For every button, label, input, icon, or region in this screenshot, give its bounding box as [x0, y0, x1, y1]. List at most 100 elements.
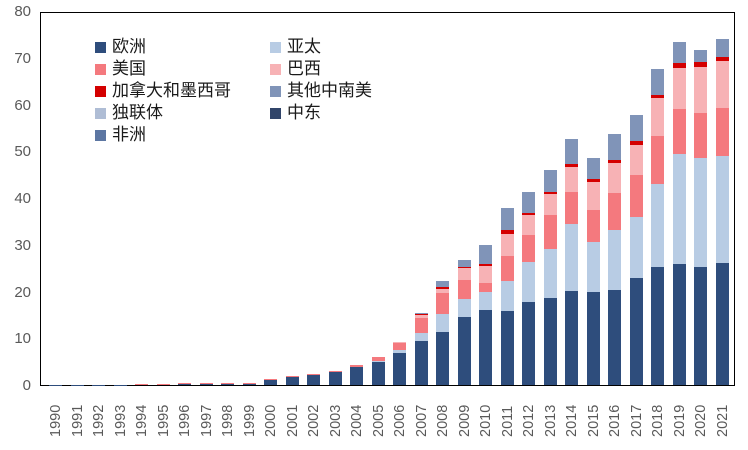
legend-item-其他中南美: 其他中南美 [270, 80, 372, 102]
x-axis-tick-label: 2013 [542, 404, 559, 437]
bar-segment-欧洲 [350, 366, 363, 385]
bar-segment-欧洲 [264, 379, 277, 385]
bar-segment-欧洲 [715, 263, 729, 385]
bar-segment-其他中南美 [457, 260, 471, 268]
bar-segment-巴西 [565, 166, 578, 192]
x-axis-tick-label: 1995 [155, 404, 172, 437]
x-axis-tick-label: 1990 [48, 404, 64, 437]
bar-segment-加拿大和墨西哥 [672, 63, 686, 68]
bar-segment-美国 [715, 107, 729, 157]
y-axis-tick-label: 40 [14, 190, 31, 207]
x-axis-tick-label: 2001 [284, 404, 301, 437]
plot-area [40, 12, 735, 386]
legend-item-独联体: 独联体 [95, 102, 231, 124]
bar-segment-巴西 [651, 97, 664, 137]
legend-swatch-icon [95, 107, 106, 119]
x-axis-tick-label: 2018 [650, 404, 666, 437]
bar-segment-美国 [393, 342, 406, 350]
bar-segment-欧洲 [672, 263, 686, 385]
bar-segment-美国 [608, 192, 621, 231]
legend-swatch-icon [270, 107, 281, 119]
bar-segment-美国 [479, 283, 492, 292]
legend-item-巴西: 巴西 [270, 58, 372, 80]
x-axis-tick-label: 1992 [91, 404, 107, 437]
bar-segment-亚太 [479, 291, 492, 311]
bar-2009 [457, 260, 471, 385]
bar-segment-欧洲 [414, 341, 428, 385]
x-axis-tick-label: 2009 [456, 404, 473, 437]
bar-segment-欧洲 [543, 297, 557, 385]
bar-segment-加拿大和墨西哥 [586, 179, 600, 182]
bar-segment-欧洲 [393, 353, 406, 385]
legend-label: 中东 [287, 103, 321, 122]
legend-label: 加拿大和墨西哥 [112, 81, 231, 100]
bar-segment-加拿大和墨西哥 [543, 191, 557, 195]
x-axis-tick-label: 2015 [585, 404, 602, 437]
bar-segment-其他中南美 [543, 169, 557, 192]
bar-segment-欧洲 [156, 384, 170, 385]
bar-segment-其他中南美 [715, 39, 729, 57]
x-axis-tick-label: 2011 [499, 405, 516, 437]
bar-segment-欧洲 [199, 383, 213, 385]
bar-2019 [672, 42, 686, 385]
bar-1998 [221, 383, 234, 385]
bar-segment-其他中南美 [694, 49, 707, 63]
bar-2002 [307, 373, 320, 385]
bar-segment-亚太 [393, 349, 406, 354]
bar-segment-巴西 [414, 314, 428, 319]
bar-segment-其他中南美 [629, 114, 643, 142]
bar-segment-其他中南美 [479, 244, 492, 265]
bar-2004 [350, 365, 363, 385]
bar-segment-美国 [694, 112, 707, 159]
bar-1995 [156, 383, 170, 385]
bar-2008 [436, 280, 449, 385]
bar-1996 [178, 383, 191, 385]
x-axis-tick-label: 1994 [134, 404, 150, 437]
x-axis-tick-label: 2000 [263, 404, 279, 437]
x-axis-tick-label: 2004 [349, 404, 365, 437]
bar-2012 [522, 191, 535, 385]
x-axis-tick-label: 2005 [370, 404, 387, 437]
x-axis-tick-label: 2010 [478, 404, 494, 437]
bar-segment-美国 [500, 255, 514, 281]
bar-2013 [543, 169, 557, 385]
legend-swatch-icon [270, 63, 281, 75]
bar-segment-亚太 [694, 158, 707, 267]
bar-segment-美国 [457, 279, 471, 299]
bar-segment-巴西 [436, 288, 449, 293]
legend-swatch-icon [270, 41, 281, 53]
bar-segment-巴西 [608, 163, 621, 193]
bar-segment-美国 [629, 175, 643, 218]
legend-label: 欧洲 [112, 37, 146, 56]
bar-segment-美国 [522, 234, 535, 262]
bar-segment-美国 [436, 292, 449, 315]
bar-segment-欧洲 [307, 375, 320, 385]
bar-segment-欧洲 [436, 331, 449, 385]
bar-segment-欧洲 [586, 291, 600, 385]
bar-segment-亚太 [457, 298, 471, 318]
bar-segment-亚太 [414, 333, 428, 342]
bar-segment-巴西 [629, 144, 643, 176]
legend-item-亚太: 亚太 [270, 36, 372, 58]
legend-label: 其他中南美 [287, 81, 372, 100]
legend-item-欧洲: 欧洲 [95, 36, 231, 58]
bar-segment-其他中南美 [608, 134, 621, 161]
bar-segment-美国 [350, 365, 363, 367]
bar-segment-加拿大和墨西哥 [629, 141, 643, 145]
bar-segment-欧洲 [328, 372, 342, 385]
bar-segment-加拿大和墨西哥 [522, 212, 535, 216]
legend-label: 美国 [112, 59, 146, 78]
bar-1999 [242, 382, 256, 385]
x-axis-tick-label: 2021 [714, 404, 731, 437]
bar-segment-其他中南美 [672, 42, 686, 64]
bar-segment-美国 [307, 373, 320, 376]
legend-item-中东: 中东 [270, 102, 372, 124]
bar-segment-亚太 [672, 154, 686, 264]
bar-segment-亚太 [522, 261, 535, 302]
bar-segment-亚太 [543, 248, 557, 298]
x-axis-tick-label: 2003 [327, 404, 344, 437]
bar-segment-巴西 [694, 66, 707, 113]
bar-segment-欧洲 [242, 383, 256, 385]
bar-2006 [393, 342, 406, 385]
